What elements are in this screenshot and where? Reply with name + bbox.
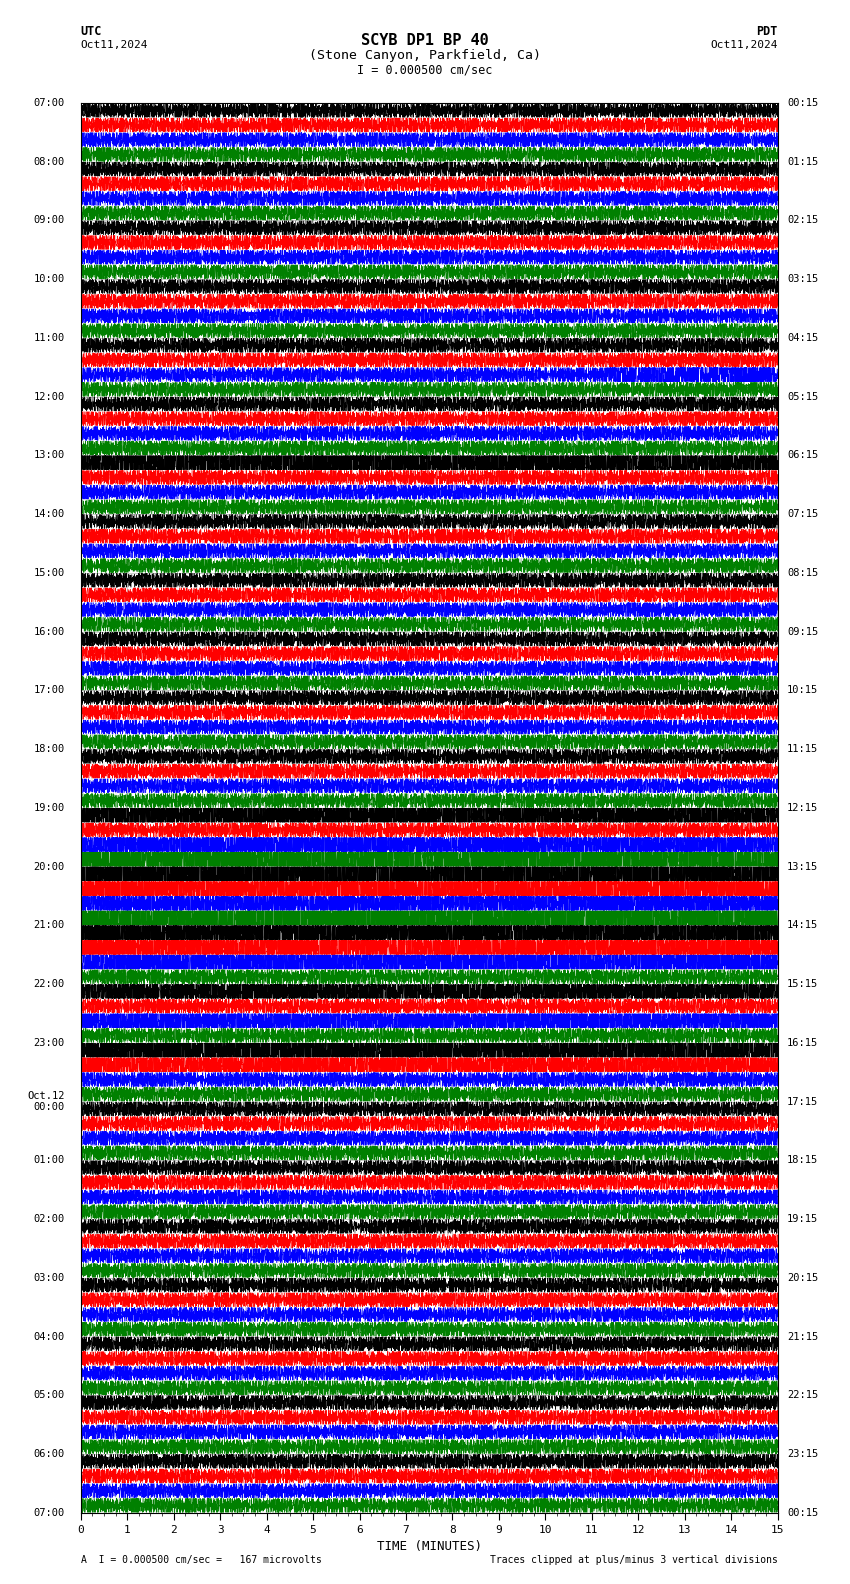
- Text: 13:15: 13:15: [787, 862, 819, 871]
- Text: 08:15: 08:15: [787, 569, 819, 578]
- Text: 01:00: 01:00: [33, 1155, 65, 1166]
- Text: 05:15: 05:15: [787, 391, 819, 402]
- Text: 10:00: 10:00: [33, 274, 65, 284]
- Text: 18:15: 18:15: [787, 1155, 819, 1166]
- Text: 05:00: 05:00: [33, 1391, 65, 1400]
- Text: 09:15: 09:15: [787, 627, 819, 637]
- Text: 15:15: 15:15: [787, 979, 819, 988]
- Text: 03:00: 03:00: [33, 1274, 65, 1283]
- Text: 07:00: 07:00: [33, 1508, 65, 1517]
- Text: Traces clipped at plus/minus 3 vertical divisions: Traces clipped at plus/minus 3 vertical …: [490, 1555, 778, 1565]
- Text: 00:15: 00:15: [787, 98, 819, 108]
- Text: 14:15: 14:15: [787, 920, 819, 930]
- Text: UTC: UTC: [81, 25, 102, 38]
- X-axis label: TIME (MINUTES): TIME (MINUTES): [377, 1540, 482, 1552]
- Text: Oct11,2024: Oct11,2024: [711, 40, 778, 49]
- Text: 06:00: 06:00: [33, 1449, 65, 1459]
- Text: 22:15: 22:15: [787, 1391, 819, 1400]
- Text: 10:15: 10:15: [787, 686, 819, 695]
- Text: Oct11,2024: Oct11,2024: [81, 40, 148, 49]
- Text: 17:00: 17:00: [33, 686, 65, 695]
- Text: 01:15: 01:15: [787, 157, 819, 166]
- Text: 02:15: 02:15: [787, 215, 819, 225]
- Text: 12:00: 12:00: [33, 391, 65, 402]
- Text: 07:15: 07:15: [787, 508, 819, 520]
- Text: 07:00: 07:00: [33, 98, 65, 108]
- Text: PDT: PDT: [756, 25, 778, 38]
- Text: 06:15: 06:15: [787, 450, 819, 461]
- Text: 02:00: 02:00: [33, 1213, 65, 1224]
- Text: Oct.12
00:00: Oct.12 00:00: [27, 1091, 65, 1112]
- Text: 12:15: 12:15: [787, 803, 819, 813]
- Text: 09:00: 09:00: [33, 215, 65, 225]
- Text: 13:00: 13:00: [33, 450, 65, 461]
- Text: 20:15: 20:15: [787, 1274, 819, 1283]
- Text: 11:00: 11:00: [33, 333, 65, 342]
- Text: 04:15: 04:15: [787, 333, 819, 342]
- Text: 23:15: 23:15: [787, 1449, 819, 1459]
- Text: 00:15: 00:15: [787, 1508, 819, 1517]
- Text: A  I = 0.000500 cm/sec =   167 microvolts: A I = 0.000500 cm/sec = 167 microvolts: [81, 1555, 321, 1565]
- Text: 14:00: 14:00: [33, 508, 65, 520]
- Text: 21:00: 21:00: [33, 920, 65, 930]
- Text: 16:00: 16:00: [33, 627, 65, 637]
- Text: 15:00: 15:00: [33, 569, 65, 578]
- Text: 03:15: 03:15: [787, 274, 819, 284]
- Text: 22:00: 22:00: [33, 979, 65, 988]
- Text: 21:15: 21:15: [787, 1332, 819, 1342]
- Text: 08:00: 08:00: [33, 157, 65, 166]
- Text: (Stone Canyon, Parkfield, Ca): (Stone Canyon, Parkfield, Ca): [309, 49, 541, 62]
- Text: 18:00: 18:00: [33, 744, 65, 754]
- Text: 11:15: 11:15: [787, 744, 819, 754]
- Text: 23:00: 23:00: [33, 1038, 65, 1047]
- Text: 19:00: 19:00: [33, 803, 65, 813]
- Text: 19:15: 19:15: [787, 1213, 819, 1224]
- Text: 04:00: 04:00: [33, 1332, 65, 1342]
- Text: 20:00: 20:00: [33, 862, 65, 871]
- Text: 17:15: 17:15: [787, 1096, 819, 1107]
- Text: 16:15: 16:15: [787, 1038, 819, 1047]
- Text: SCYB DP1 BP 40: SCYB DP1 BP 40: [361, 33, 489, 48]
- Text: I = 0.000500 cm/sec: I = 0.000500 cm/sec: [357, 63, 493, 76]
